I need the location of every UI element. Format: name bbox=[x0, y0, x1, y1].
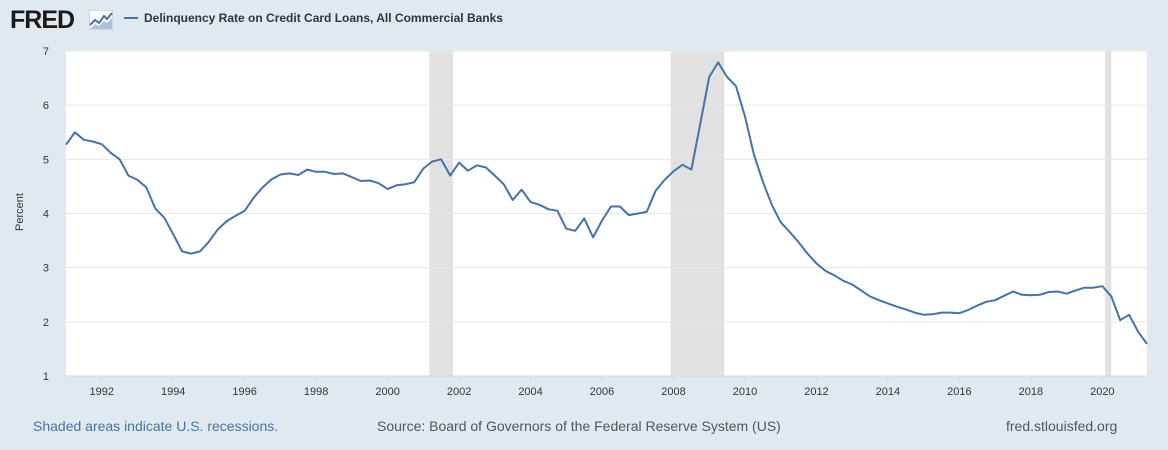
x-tick-label: 2014 bbox=[876, 386, 900, 398]
line-chart[interactable]: 1 2 3 4 5 6 7 1992 1994 1996 1998 2000 2002 2004 2006 2… bbox=[0, 40, 1168, 410]
x-tick-label: 1992 bbox=[89, 386, 113, 398]
recession-note-link[interactable]: Shaded areas indicate U.S. recessions. bbox=[33, 418, 279, 434]
source-note: Source: Board of Governors of the Federa… bbox=[377, 418, 781, 434]
x-tick-label: 2006 bbox=[590, 386, 614, 398]
y-tick-label: 6 bbox=[43, 100, 49, 112]
x-tick-label: 1994 bbox=[161, 386, 185, 398]
x-tick-label: 2002 bbox=[447, 386, 471, 398]
x-tick-label: 2008 bbox=[661, 386, 685, 398]
legend-swatch bbox=[124, 17, 138, 19]
x-tick-label: 2012 bbox=[804, 386, 828, 398]
y-tick-label: 4 bbox=[43, 209, 49, 221]
y-tick-label: 7 bbox=[43, 46, 49, 58]
y-tick-label: 5 bbox=[43, 154, 49, 166]
line-chart-icon bbox=[89, 10, 113, 30]
legend-label: Delinquency Rate on Credit Card Loans, A… bbox=[144, 11, 503, 25]
x-tick-label: 2000 bbox=[375, 386, 399, 398]
x-tick-label: 2016 bbox=[947, 386, 971, 398]
x-tick-label: 1996 bbox=[232, 386, 256, 398]
y-tick-label: 1 bbox=[43, 371, 49, 383]
chart-legend[interactable]: Delinquency Rate on Credit Card Loans, A… bbox=[124, 11, 503, 25]
y-axis-title: Percent bbox=[14, 193, 26, 231]
x-tick-label: 2018 bbox=[1019, 386, 1043, 398]
x-tick-label: 2004 bbox=[518, 386, 542, 398]
y-tick-label: 2 bbox=[43, 317, 49, 329]
chart-header: FRED Delinquency Rate on Credit Card Loa… bbox=[0, 0, 1168, 40]
site-link[interactable]: fred.stlouisfed.org bbox=[1006, 418, 1118, 434]
x-tick-label: 2020 bbox=[1090, 386, 1114, 398]
y-tick-label: 3 bbox=[43, 263, 49, 275]
series-line bbox=[65, 61, 1148, 345]
x-tick-label: 2010 bbox=[733, 386, 757, 398]
x-tick-label: 1998 bbox=[304, 386, 328, 398]
fred-logo[interactable]: FRED bbox=[10, 6, 75, 34]
